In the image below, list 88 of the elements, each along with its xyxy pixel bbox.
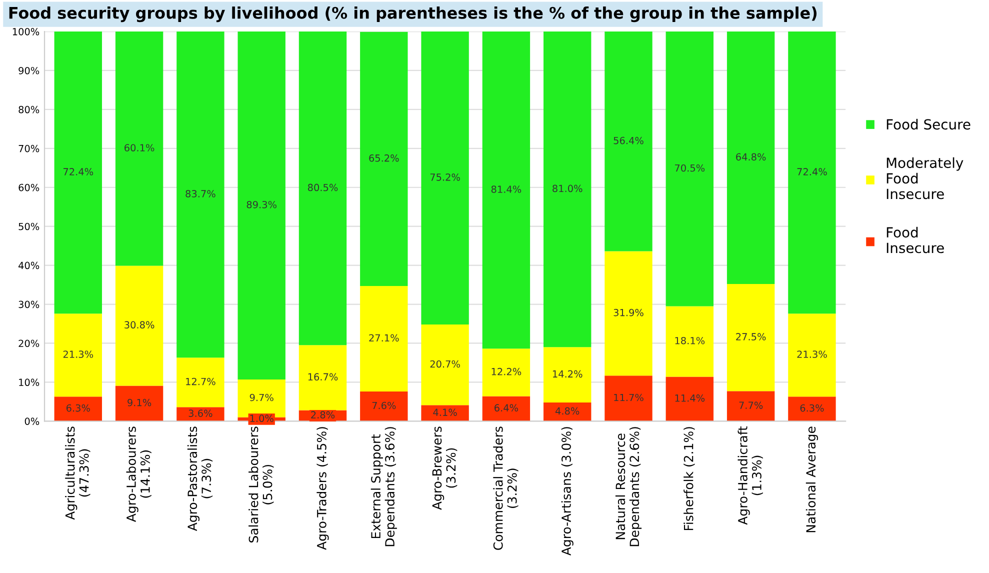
data-label: 6.3% — [66, 404, 90, 412]
y-tick-label: 100% — [12, 28, 40, 36]
data-label: 81.4% — [491, 186, 522, 193]
bar — [726, 284, 775, 392]
data-label: 11.4% — [675, 394, 705, 402]
data-label: 9.1% — [128, 398, 152, 406]
data-label: 20.7% — [430, 360, 460, 368]
legend-label: Food Secure — [886, 118, 970, 130]
data-label: 7.6% — [372, 402, 396, 410]
bar — [115, 32, 164, 266]
x-tick-label: Agro-Artisans (3.0%) — [561, 427, 574, 556]
data-label: 72.4% — [63, 168, 94, 176]
data-label: 30.8% — [124, 321, 154, 329]
data-label: 18.1% — [675, 336, 705, 344]
data-label: 56.4% — [614, 136, 644, 144]
bar — [604, 32, 652, 252]
bar — [482, 32, 530, 349]
bar — [115, 266, 164, 386]
bar — [666, 32, 714, 306]
data-label: 3.6% — [188, 410, 212, 417]
data-label: 70.5% — [675, 164, 705, 172]
data-label: 4.1% — [433, 408, 457, 416]
legend-label: Moderately Food Insecure — [886, 157, 964, 200]
bar — [666, 306, 714, 377]
data-label: 21.3% — [63, 350, 94, 358]
bar — [54, 32, 102, 314]
bar — [788, 32, 836, 314]
x-tick-label: Agro-Brewers (3.2%) — [432, 426, 458, 510]
y-tick-label: 70% — [18, 144, 40, 152]
bar — [176, 32, 224, 358]
data-label: 81.0% — [552, 184, 582, 192]
data-label: 4.8% — [555, 407, 580, 415]
data-label: 60.1% — [124, 144, 154, 152]
bar — [360, 286, 408, 392]
legend-label: Food Insecure — [886, 226, 944, 254]
bar — [604, 251, 652, 376]
data-label: 9.7% — [250, 394, 274, 402]
data-label: 2.8% — [311, 411, 335, 419]
data-label: 31.9% — [614, 308, 644, 316]
y-tick-label: 30% — [18, 300, 40, 308]
data-label: 83.7% — [186, 190, 216, 198]
y-tick-label: 50% — [18, 222, 40, 230]
data-label: 11.7% — [614, 394, 644, 402]
y-tick-label: 10% — [19, 378, 40, 386]
data-label: 16.7% — [308, 373, 338, 381]
data-label: 27.1% — [369, 334, 399, 342]
data-label: 72.4% — [797, 168, 827, 176]
data-label: 21.3% — [797, 350, 827, 358]
x-tick-label: Agro-Pastoralists (7.3%) — [187, 426, 213, 532]
chart-title: Food security groups by livelihood (% in parentheses is the % of the group in the sample) — [9, 6, 817, 22]
bar — [298, 32, 347, 346]
x-tick-label: Fisherfolk (2.1%) — [684, 427, 695, 530]
x-tick-label: Agro-Handicraft (1.3%) — [738, 426, 763, 525]
data-label: 7.7% — [739, 402, 763, 409]
x-tick-label: Agriculturalists (47.3%) — [65, 426, 90, 520]
x-tick-label: External Support Dependants (3.6%) — [370, 427, 397, 546]
data-label: 80.5% — [308, 184, 338, 192]
data-label: 12.7% — [186, 378, 216, 386]
data-label: 27.5% — [736, 333, 766, 340]
bar — [238, 32, 286, 380]
bar — [544, 32, 592, 348]
bar — [544, 347, 592, 402]
bar — [360, 32, 408, 286]
y-tick-label: 20% — [18, 340, 40, 348]
bar — [421, 324, 469, 406]
bar — [421, 32, 469, 325]
data-label: 12.2% — [492, 368, 522, 376]
bar — [788, 314, 836, 397]
x-tick-label: Salaried Labourers (5.0%) — [248, 426, 274, 542]
data-label: 6.4% — [494, 404, 518, 412]
y-tick-label: 80% — [18, 106, 40, 114]
x-tick-label: Commercial Traders (3.2%) — [493, 426, 518, 550]
y-tick-label: 40% — [18, 262, 40, 270]
data-label: 64.8% — [736, 153, 766, 161]
y-tick-label: 90% — [18, 66, 40, 74]
data-label: 65.2% — [369, 154, 399, 162]
data-label: 89.3% — [246, 200, 276, 208]
y-tick-label: 0% — [24, 418, 40, 425]
data-label: 6.3% — [800, 404, 824, 412]
x-tick-label: Agro-Traders (4.5%) — [316, 427, 329, 550]
x-tick-label: National Average — [806, 426, 818, 532]
x-tick-label: Agro-Labourers (14.1%) — [126, 426, 152, 522]
y-tick-label: 60% — [18, 184, 40, 192]
data-label: 75.2% — [430, 173, 460, 181]
x-tick-label: Natural Resource Dependants (2.6%) — [615, 427, 642, 546]
data-label: 14.2% — [552, 370, 582, 378]
bar — [726, 32, 775, 284]
bar — [54, 314, 102, 397]
